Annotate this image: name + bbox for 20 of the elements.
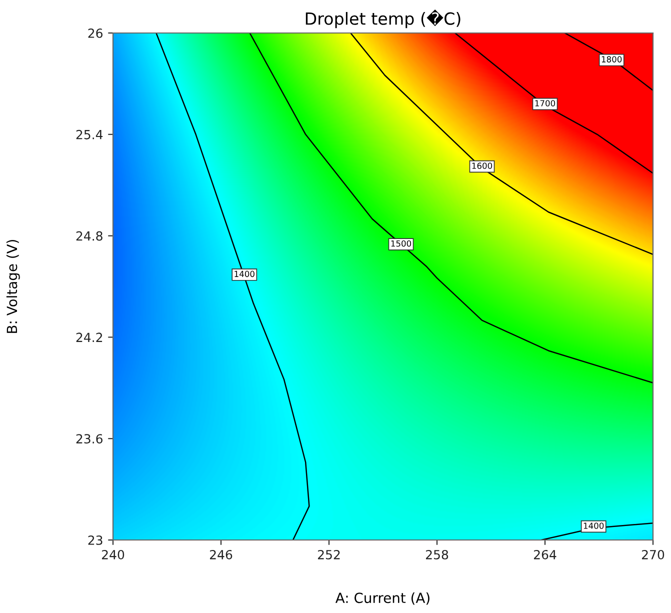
annotation: 1500 <box>391 240 412 247</box>
y-axis-title: B: Voltage (V) <box>6 240 20 333</box>
x-tick-label: 246 <box>210 550 232 560</box>
line-series <box>454 33 653 174</box>
chart-title: Droplet temp (�C) <box>306 9 460 28</box>
line-series <box>156 33 310 540</box>
y-tick-label: 23 <box>88 535 102 545</box>
x-tick-label: 252 <box>318 550 340 560</box>
y-tick-label: 23.6 <box>76 434 102 444</box>
y-tick-label: 24.2 <box>76 332 102 342</box>
x-tick-label: 240 <box>102 550 124 560</box>
line-series <box>350 33 653 256</box>
x-axis-title: A: Current (A) <box>335 592 430 605</box>
annotation: 1400 <box>234 270 254 278</box>
y-tick-label: 24.8 <box>76 231 102 241</box>
y-tick-label: 25.4 <box>76 130 103 140</box>
x-tick-label: 258 <box>426 550 448 560</box>
x-tick-label: 270 <box>642 550 664 560</box>
y-tick-label: 26 <box>88 28 102 38</box>
x-tick-label: 264 <box>534 550 556 560</box>
